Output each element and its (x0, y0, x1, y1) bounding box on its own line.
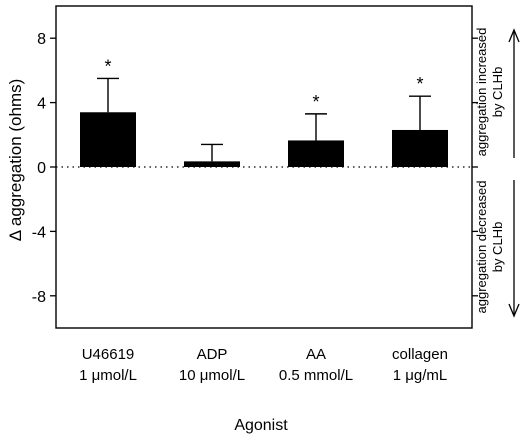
y-axis-title: Δ aggregation (ohms) (6, 79, 25, 242)
significance-marker: * (416, 74, 423, 94)
x-axis: U46619 1 μmol/L ADP 10 μmol/L AA 0.5 mmol/L co… (79, 346, 448, 384)
y-tick-label: -8 (32, 289, 46, 306)
significance-marker: * (312, 92, 319, 112)
x-tick-label: collagen (392, 346, 448, 363)
bar (392, 129, 448, 167)
bar (80, 112, 136, 167)
right-annotations: aggregation increased by CLHb aggregatio… (474, 28, 520, 318)
y-tick-label: 8 (37, 31, 46, 48)
annotation-lower-line2: by CLHb (490, 222, 505, 273)
x-tick-label: U46619 (82, 346, 135, 363)
annotation-upper-line1: aggregation increased (474, 28, 489, 157)
y-axis: -8 -4 0 4 8 (32, 31, 478, 306)
x-tick-label: AA (306, 346, 326, 363)
x-tick-label-sub: 0.5 mmol/L (279, 367, 353, 384)
bars-group: * * * (80, 56, 448, 167)
bar (184, 161, 240, 167)
x-axis-title: Agonist (234, 417, 288, 434)
annotation-lower-line1: aggregation decreased (474, 181, 489, 314)
arrow-down-icon (508, 180, 520, 318)
significance-marker: * (104, 56, 111, 76)
x-tick-label-sub: 10 μmol/L (179, 367, 245, 384)
annotation-upper-line2: by CLHb (490, 67, 505, 118)
y-tick-label: 0 (37, 160, 46, 177)
y-tick-label: 4 (37, 96, 46, 113)
x-tick-label-sub: 1 μmol/L (79, 367, 137, 384)
x-tick-label: ADP (197, 346, 228, 363)
arrow-up-icon (508, 28, 520, 158)
bar (288, 140, 344, 167)
x-tick-label-sub: 1 μg/mL (393, 367, 448, 384)
y-tick-label: -4 (32, 224, 46, 241)
